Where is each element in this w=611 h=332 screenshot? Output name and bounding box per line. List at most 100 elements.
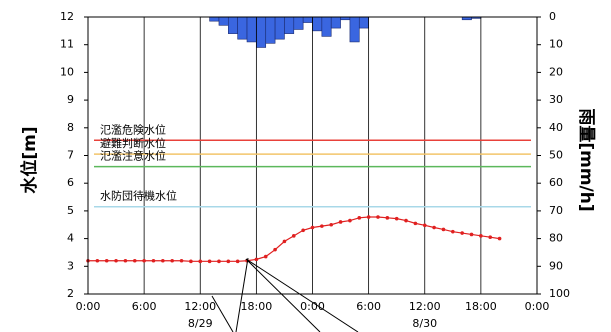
water-level-point [348, 218, 352, 223]
water-level-point [161, 258, 165, 263]
y-tick-label: 3 [67, 259, 74, 272]
water-level-point [151, 258, 156, 263]
y2-tick-label: 80 [549, 232, 563, 245]
x-tick-label: 12:00 [409, 300, 441, 313]
water-level-point [114, 258, 118, 263]
y-axis-title: 水位[m] [19, 126, 40, 193]
rain-bar [293, 16, 304, 30]
y2-tick-label: 30 [549, 93, 563, 106]
rain-bar [218, 16, 229, 26]
y2-tick-label: 70 [549, 204, 563, 217]
plot-area: 0:00 6:00 12:00 18:00 0:00 6:00 12:00 18:00 0:00… [60, 10, 570, 330]
water-level-point [254, 257, 259, 262]
callout-line [211, 295, 234, 332]
water-level-point [198, 259, 203, 264]
callout-lines [211, 257, 359, 332]
y-tick-label: 2 [67, 287, 74, 300]
water-level-point [217, 259, 221, 264]
y-tick-label: 5 [67, 204, 74, 217]
y-tick-label: 8 [67, 121, 74, 134]
x-tick-label: 6:00 [132, 300, 157, 313]
x-tick-label: 0:00 [525, 300, 550, 313]
water-level-point [469, 232, 474, 237]
water-level-point [310, 225, 315, 230]
y-tick-label: 6 [67, 176, 74, 189]
callout-line [245, 258, 321, 332]
x-tick-label: 6:00 [356, 300, 381, 313]
water-level-point [273, 247, 277, 252]
y2-tick-label: 90 [549, 259, 563, 272]
rain-bar [209, 16, 220, 22]
y-tick-label: 4 [67, 232, 74, 245]
water-level-point [329, 222, 334, 227]
rain-bar [302, 16, 313, 23]
water-level-point [226, 259, 231, 264]
water-level-point [432, 225, 436, 230]
water-level-point [170, 258, 174, 263]
rain-bar [237, 16, 248, 40]
y-tick-label: 9 [67, 93, 74, 106]
y-tick-label: 7 [67, 149, 74, 162]
callout-line [235, 257, 249, 332]
water-level-point [235, 259, 240, 264]
rain-bar [321, 16, 332, 37]
rain-bar [349, 16, 360, 43]
rain-bar [265, 16, 276, 44]
water-level-point [123, 258, 128, 263]
x-tick-label: 0:00 [300, 300, 325, 313]
water-level-point [413, 221, 418, 226]
water-level-point [142, 258, 146, 263]
water-level-point [301, 228, 305, 233]
water-level-point [104, 258, 109, 263]
reference-label: 水防団待機水位 [100, 189, 177, 203]
rain-bar [246, 16, 257, 43]
water-level-point [376, 215, 380, 219]
water-level-point [385, 216, 390, 220]
reference-label: 避難判断水位 [100, 136, 166, 150]
y-tick-label: 12 [60, 10, 74, 23]
x-tick-label: 12:00 [184, 300, 216, 313]
water-level-point [366, 215, 371, 219]
plot-frame [87, 16, 538, 295]
water-level-point [263, 254, 268, 259]
y2-axis-title: 雨量[mm/h] [576, 108, 597, 211]
water-level-point [132, 258, 137, 263]
water-level-point [207, 259, 212, 264]
rain-bar [312, 16, 323, 32]
y2-tick-label: 100 [549, 287, 570, 300]
water-level-point [451, 229, 455, 234]
x-tick-label: 18:00 [241, 300, 273, 313]
water-level-point [189, 259, 193, 264]
water-level-point [479, 234, 483, 238]
water-level-point [95, 258, 100, 263]
water-level-point [488, 235, 493, 240]
y2-tick-label: 20 [549, 65, 563, 78]
x-tick-label: 0:00 [76, 300, 101, 313]
reference-label: 氾濫危険水位 [100, 122, 166, 136]
rain-bar [274, 16, 285, 40]
y2-tick-label: 10 [549, 38, 563, 51]
rain-bar [330, 16, 341, 29]
water-level-point [441, 227, 446, 232]
y-tick-label: 10 [60, 65, 74, 78]
rain-bar [284, 16, 295, 34]
water-level-point [357, 216, 362, 220]
x-tick-label: 18:00 [465, 300, 497, 313]
water-level-point [320, 224, 324, 228]
rain-bar [228, 16, 238, 34]
water-level-point [338, 220, 343, 224]
water-level-point [282, 239, 287, 244]
date-label: 8/29 [188, 317, 213, 330]
callout-line [245, 258, 359, 332]
y-tick-label: 11 [60, 38, 74, 51]
rain-bar [256, 16, 267, 48]
water-level-point [460, 231, 464, 235]
rain-bar [358, 16, 369, 29]
water-level-point [497, 236, 502, 241]
water-level-point [394, 216, 399, 221]
reference-label: 氾濫注意水位 [100, 149, 166, 163]
water-level-point [291, 234, 296, 238]
date-label: 8/30 [412, 317, 437, 330]
water-level-point [404, 218, 408, 223]
